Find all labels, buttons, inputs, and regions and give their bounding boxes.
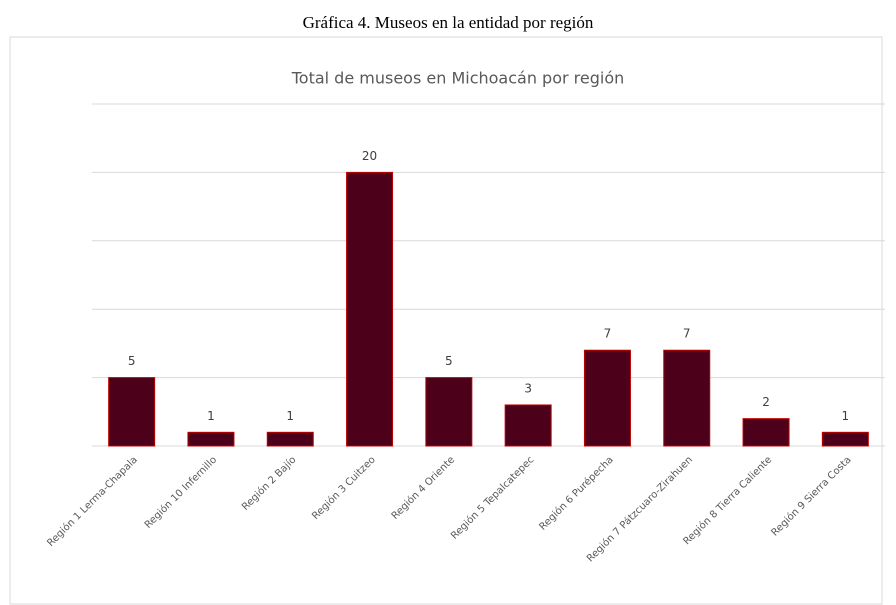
data-label: 5 — [128, 354, 136, 368]
bar — [187, 431, 235, 447]
chart-title: Total de museos en Michoacán por región — [291, 69, 625, 88]
bar — [425, 377, 473, 447]
data-label: 1 — [842, 409, 850, 423]
bar — [504, 404, 552, 447]
caption: Gráfica 4. Museos en la entidad por regi… — [303, 13, 594, 32]
data-label: 7 — [604, 327, 612, 341]
bar — [742, 418, 790, 447]
data-label: 5 — [445, 354, 453, 368]
bar — [583, 349, 631, 447]
data-label: 1 — [286, 409, 294, 423]
bar — [821, 431, 869, 447]
chart-frame — [9, 36, 883, 605]
data-label: 3 — [524, 381, 532, 395]
bar — [346, 171, 394, 447]
bar — [266, 431, 314, 447]
data-label: 7 — [683, 327, 691, 341]
data-label: 1 — [207, 409, 215, 423]
bar — [663, 349, 711, 447]
bar — [108, 377, 156, 447]
data-label: 20 — [362, 149, 377, 163]
data-label: 2 — [762, 395, 770, 409]
